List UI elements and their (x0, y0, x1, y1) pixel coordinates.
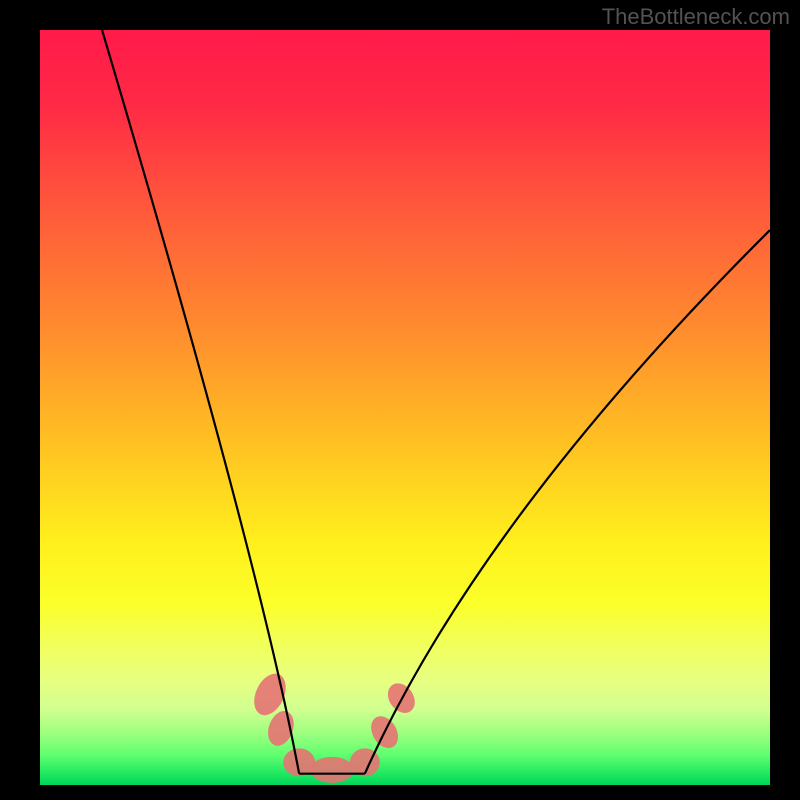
chart-svg (40, 30, 770, 785)
plot-area (40, 30, 770, 785)
blob (310, 757, 354, 783)
curve-right (365, 230, 770, 774)
blobs-group (248, 669, 420, 783)
curve-left (102, 30, 299, 774)
attribution-label: TheBottleneck.com (602, 4, 790, 30)
